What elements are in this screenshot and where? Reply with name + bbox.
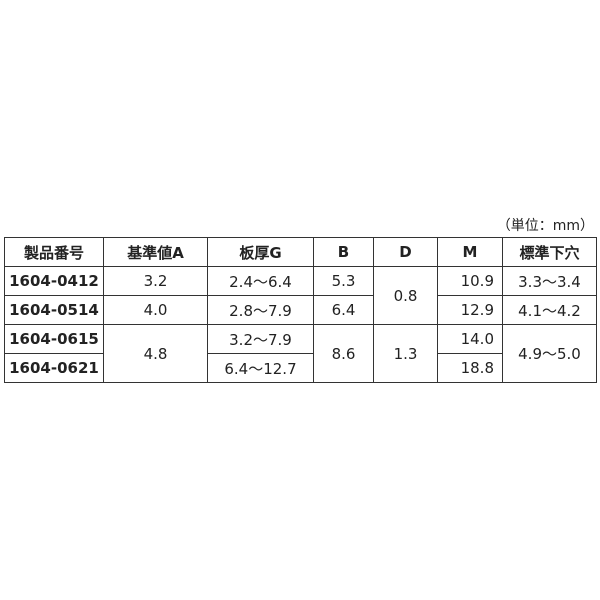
cell-b: 8.6	[313, 324, 374, 383]
header-b: B	[313, 237, 374, 267]
cell-g: 2.8～7.9	[207, 295, 314, 325]
spec-table: 製品番号 基準値A 板厚G B D M 標準下穴 1604-0412 3.2 2…	[4, 237, 597, 383]
cell-b: 6.4	[313, 295, 374, 325]
cell-m: 14.0	[437, 324, 503, 354]
header-g: 板厚G	[207, 237, 314, 267]
cell-part: 1604-0621	[4, 353, 104, 383]
cell-g: 2.4～6.4	[207, 266, 314, 296]
cell-hole: 4.9～5.0	[502, 324, 597, 383]
cell-g: 6.4～12.7	[207, 353, 314, 383]
header-a: 基準値A	[103, 237, 208, 267]
cell-part: 1604-0615	[4, 324, 104, 354]
cell-part: 1604-0412	[4, 266, 104, 296]
table-row: 1604-0615 4.8 3.2～7.9 8.6 1.3 14.0 4.9～5…	[4, 324, 597, 383]
table-row: 1604-0621 6.4～12.7 18.8	[4, 353, 597, 383]
cell-m: 18.8	[437, 353, 503, 383]
cell-a: 4.0	[103, 295, 208, 325]
cell-m: 12.9	[437, 295, 503, 325]
cell-a: 3.2	[103, 266, 208, 296]
cell-d: 1.3	[373, 324, 438, 383]
cell-hole: 4.1～4.2	[502, 295, 597, 325]
header-row: 製品番号 基準値A 板厚G B D M 標準下穴	[4, 237, 597, 267]
header-hole: 標準下穴	[502, 237, 597, 267]
header-m: M	[437, 237, 503, 267]
table-row: 1604-0514 4.0 2.8～7.9 6.4 12.9 4.1～4.2	[4, 295, 597, 325]
unit-label: （単位：mm）	[496, 218, 594, 234]
cell-a: 4.8	[103, 324, 208, 383]
header-part-number: 製品番号	[4, 237, 104, 267]
cell-m: 10.9	[437, 266, 503, 296]
cell-part: 1604-0514	[4, 295, 104, 325]
cell-d: 0.8	[373, 266, 438, 325]
cell-b: 5.3	[313, 266, 374, 296]
header-d: D	[373, 237, 438, 267]
cell-g: 3.2～7.9	[207, 324, 314, 354]
cell-hole: 3.3～3.4	[502, 266, 597, 296]
table-row: 1604-0412 3.2 2.4～6.4 5.3 0.8 10.9 3.3～3…	[4, 266, 597, 325]
